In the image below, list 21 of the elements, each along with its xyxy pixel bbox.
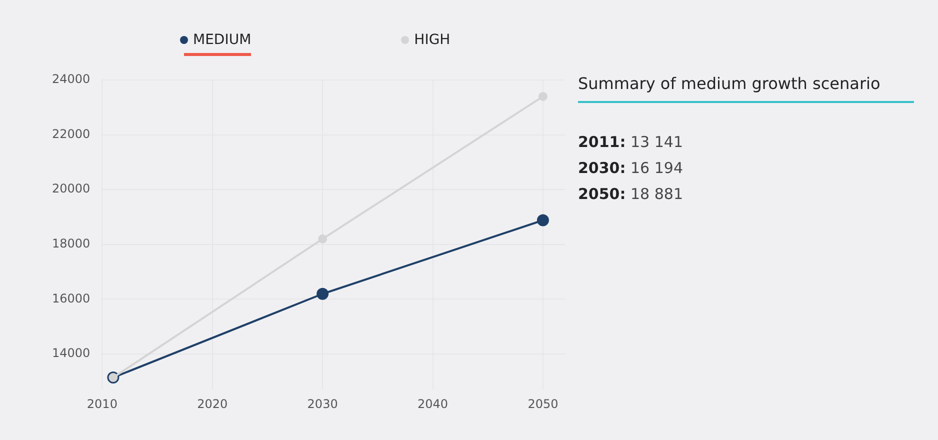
text: Summary of medium growth scenario [578, 74, 882, 95]
y-tick-label: 20000 [52, 182, 90, 196]
point [538, 92, 548, 101]
legend-label: MEDIUM [193, 32, 252, 48]
y-tick-label: 14000 [52, 346, 90, 360]
text: 2011: 13 141 [578, 133, 684, 151]
point [536, 214, 549, 226]
y-tick-label: 18000 [52, 236, 90, 251]
x-tick-label: 2050 [528, 396, 558, 411]
point [318, 234, 328, 244]
text: 2050: 18 881 [578, 185, 684, 203]
y-tick-label: 16000 [52, 291, 90, 306]
y-tick-label: 22000 [52, 126, 90, 141]
point [316, 288, 329, 300]
x-tick-label: 2010 [86, 396, 118, 411]
text: 2030: 16 194 [578, 159, 684, 177]
x-tick-label: 2030 [307, 396, 338, 411]
x-tick-label: 2020 [197, 396, 228, 411]
y-tick-label: 24000 [52, 72, 90, 86]
legend-label: HIGH [414, 32, 450, 48]
x-tick-label: 2040 [417, 396, 448, 411]
